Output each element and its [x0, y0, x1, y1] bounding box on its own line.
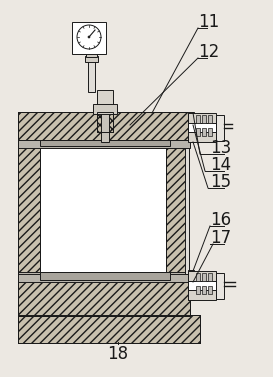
Bar [18, 140, 40, 274]
Text: 16: 16 [210, 211, 231, 229]
Bar [18, 140, 190, 148]
Bar [202, 273, 206, 281]
Bar [188, 271, 216, 281]
Bar [188, 281, 216, 290]
Bar [208, 128, 212, 136]
Circle shape [88, 36, 90, 38]
Bar [188, 123, 216, 132]
Bar [40, 140, 166, 274]
Bar [208, 286, 212, 294]
Bar [196, 273, 200, 281]
Bar [18, 315, 200, 343]
Bar [188, 290, 216, 300]
Bar [40, 272, 170, 280]
Text: 14: 14 [210, 156, 231, 174]
Bar [188, 132, 216, 142]
Bar [18, 112, 190, 142]
Bar [188, 113, 216, 123]
Bar [86, 52, 97, 57]
Bar [97, 112, 113, 132]
Bar [208, 115, 212, 123]
Bar [216, 273, 224, 299]
Bar [72, 22, 106, 54]
Bar [185, 140, 189, 274]
Bar [208, 273, 212, 281]
Bar [18, 280, 190, 316]
Bar [40, 140, 170, 146]
Bar [188, 112, 194, 142]
Bar [196, 115, 200, 123]
Text: 15: 15 [210, 173, 231, 191]
Bar [202, 286, 206, 294]
Bar [18, 112, 190, 142]
Bar [97, 112, 113, 132]
Bar [196, 128, 200, 136]
Bar [166, 140, 188, 274]
Bar [88, 60, 95, 92]
Text: 12: 12 [198, 43, 219, 61]
Text: 18: 18 [108, 345, 129, 363]
Bar [93, 104, 117, 114]
Bar [202, 128, 206, 136]
Bar [188, 270, 194, 300]
Text: 17: 17 [210, 229, 231, 247]
Bar [101, 112, 109, 142]
Bar [166, 140, 188, 274]
Bar [216, 115, 224, 141]
Bar [202, 115, 206, 123]
Text: 13: 13 [210, 139, 231, 157]
Bar [18, 272, 190, 282]
Text: 11: 11 [198, 13, 219, 31]
Bar [97, 90, 113, 114]
Bar [18, 315, 200, 343]
Bar [196, 286, 200, 294]
Circle shape [77, 25, 101, 49]
Bar [18, 280, 190, 316]
Bar [85, 56, 98, 62]
Bar [18, 140, 40, 274]
